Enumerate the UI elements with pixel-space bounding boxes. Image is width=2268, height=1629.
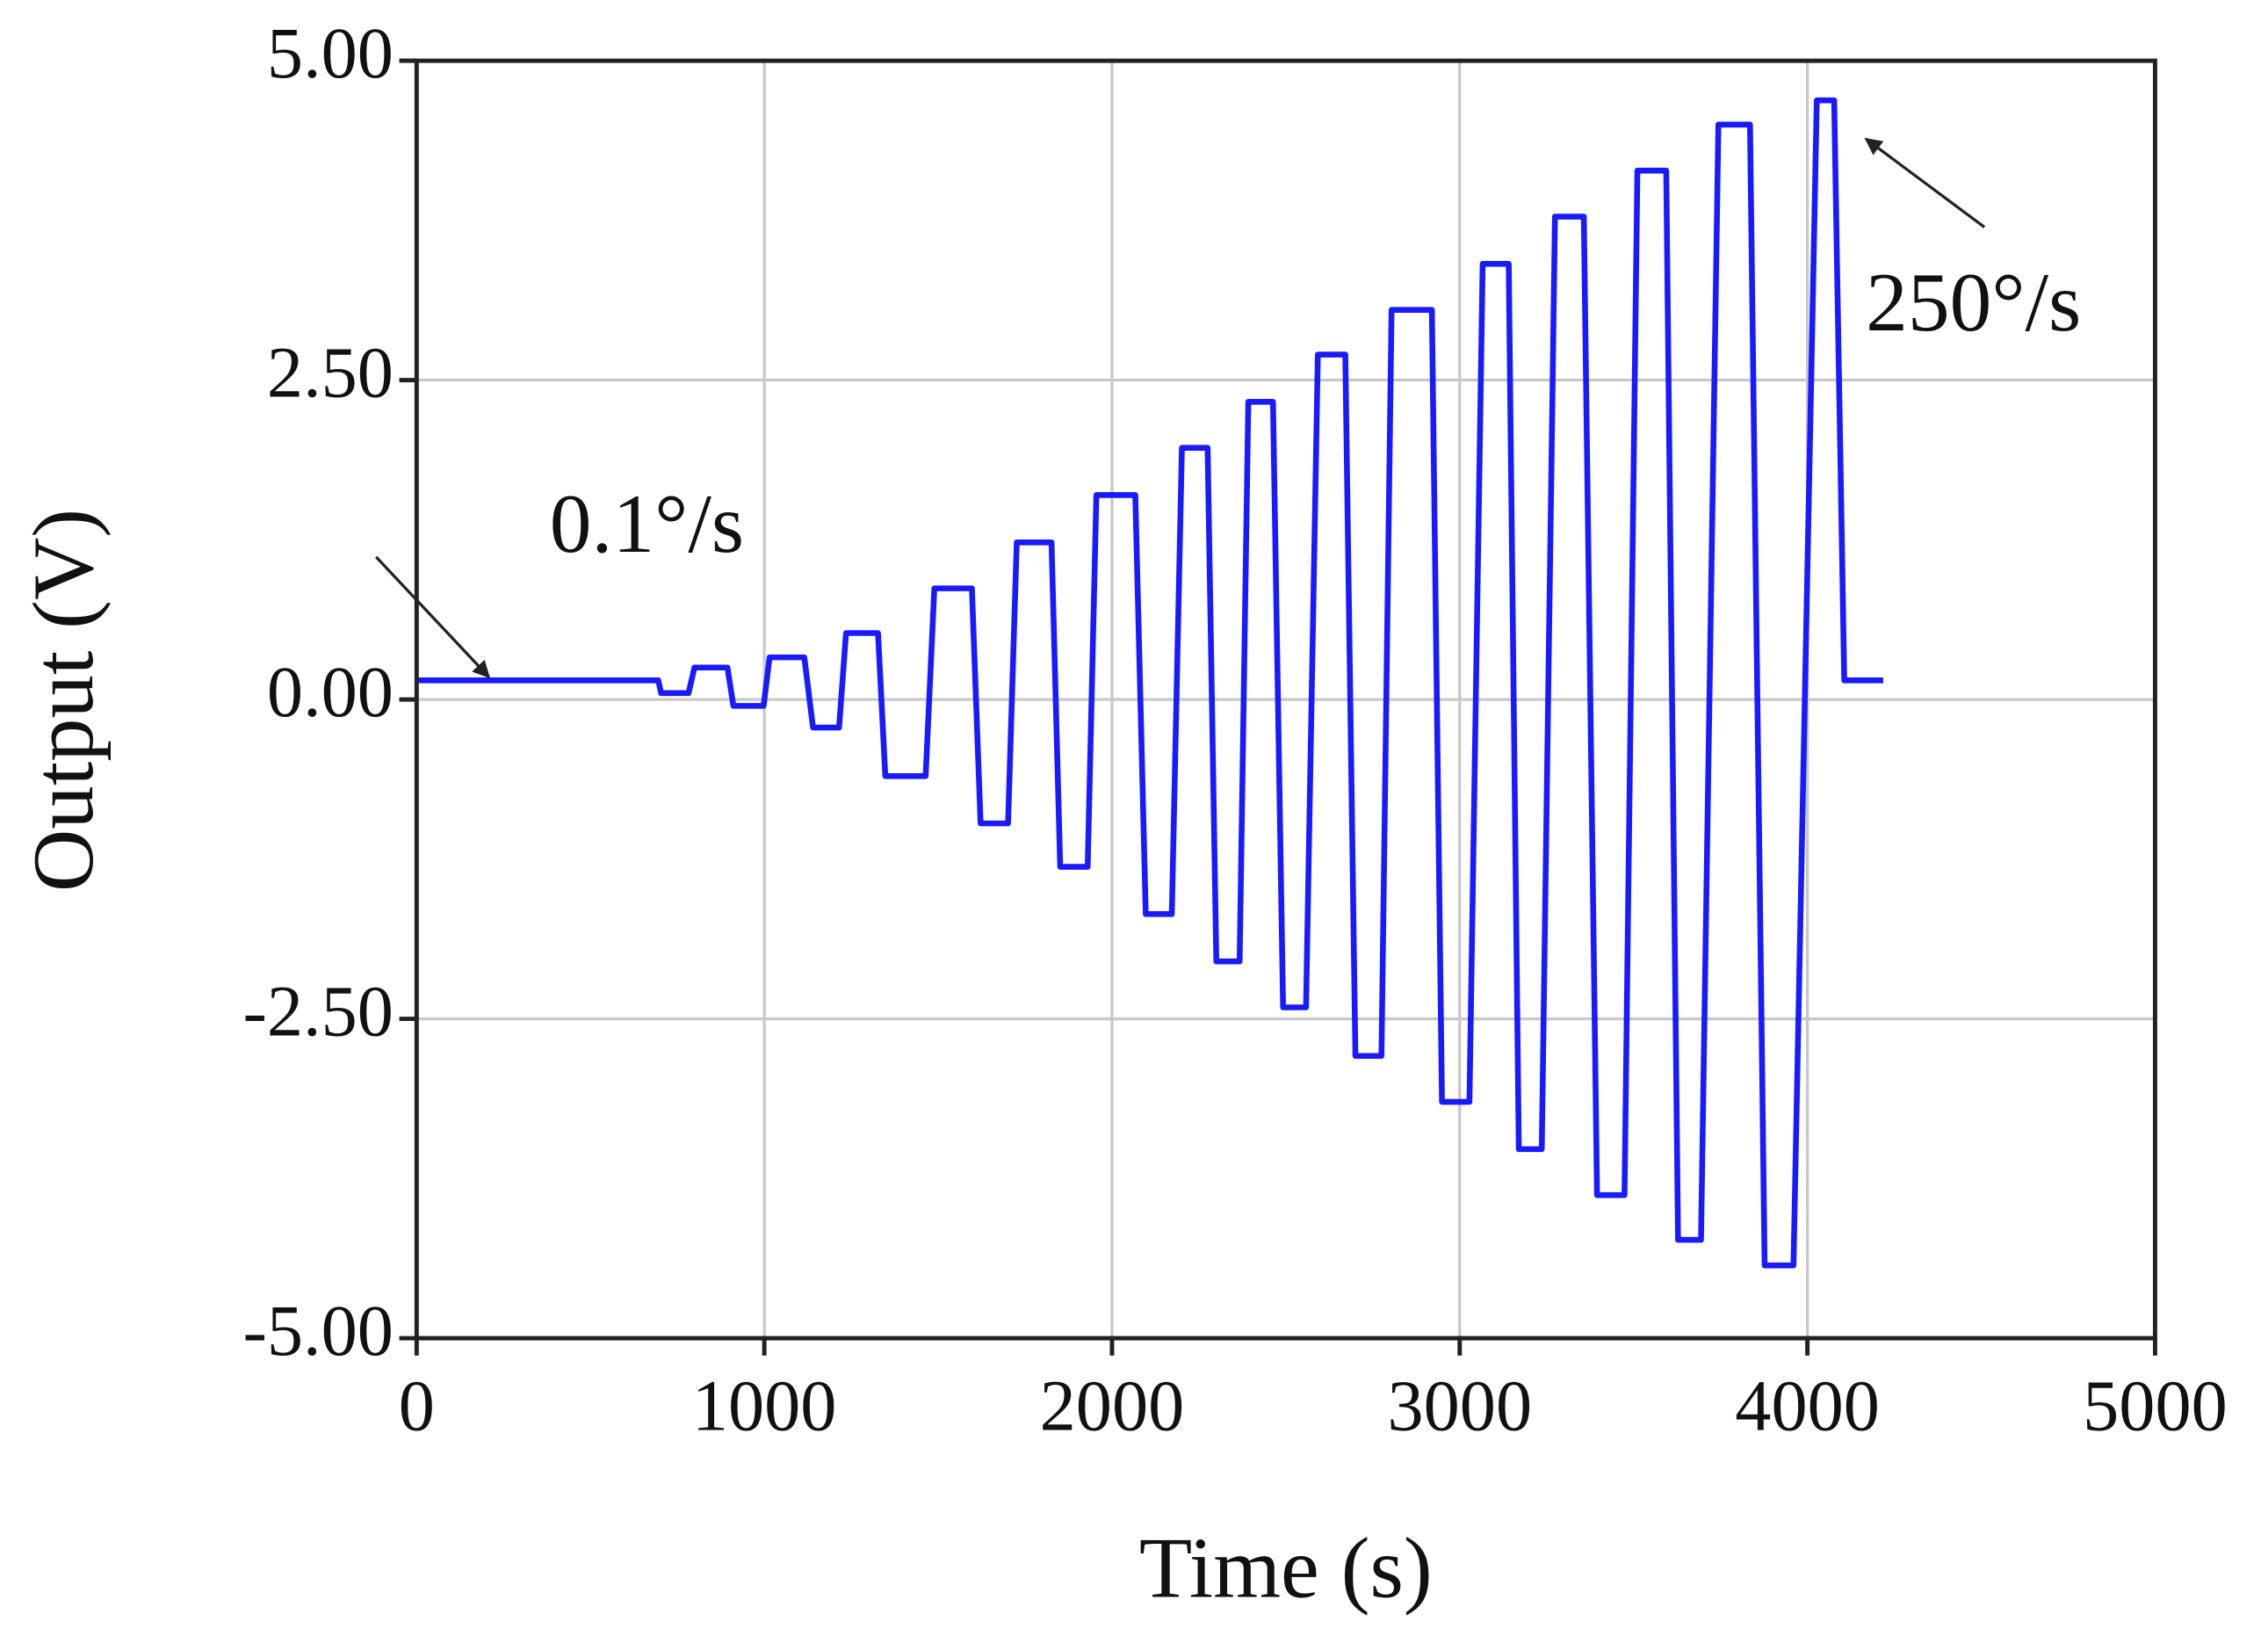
x-tick-label: 3000: [1387, 1366, 1532, 1446]
x-tick-label: 2000: [1040, 1366, 1185, 1446]
annotation-arrow: [375, 555, 490, 679]
y-tick-label: -5.00: [243, 1291, 394, 1371]
y-axis-title: Output (V): [16, 509, 112, 892]
x-tick-label: 1000: [692, 1366, 837, 1446]
plot: [416, 97, 1883, 1269]
x-tick-label: 0: [399, 1366, 435, 1446]
y-tick-label: 2.50: [267, 333, 394, 413]
x-tick-label: 5000: [2083, 1366, 2228, 1446]
data-line: [416, 97, 1883, 1269]
x-tick-label: 4000: [1735, 1366, 1880, 1446]
annotation-arrow: [1864, 137, 1986, 228]
y-tick-label: -2.50: [243, 971, 394, 1051]
annotation: 250°/s: [1866, 256, 2081, 349]
annotation: 0.1°/s: [550, 477, 744, 570]
y-tick-label: 5.00: [267, 13, 394, 93]
y-tick-label: 0.00: [267, 652, 394, 732]
x-axis-title: Time (s): [1139, 1520, 1433, 1616]
plot-frame: [414, 58, 2157, 1341]
